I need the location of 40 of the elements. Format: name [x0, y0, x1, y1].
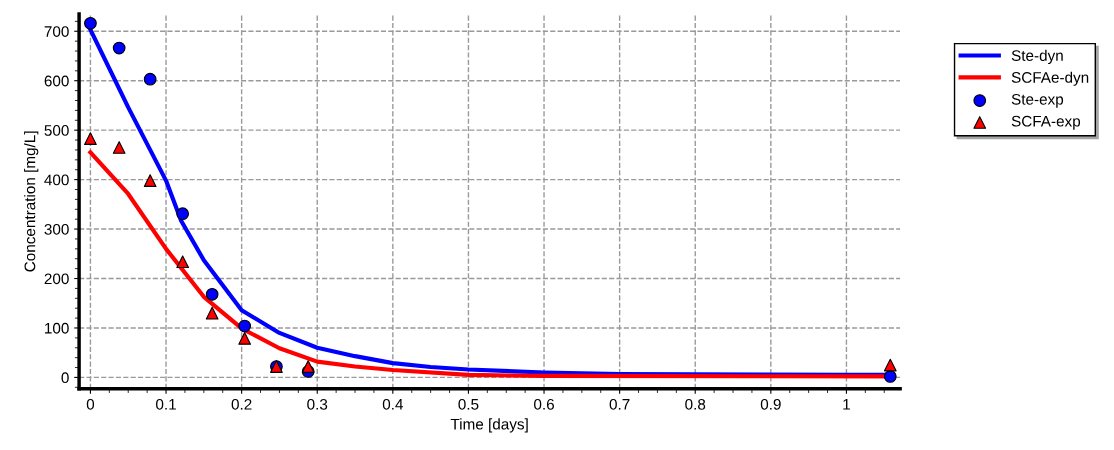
point	[883, 370, 897, 383]
y-tick-label: 700	[44, 26, 69, 37]
y-tick-label: 0	[61, 372, 69, 384]
x-tick-label: 0.5	[458, 398, 479, 410]
point	[112, 41, 126, 55]
x-tick-label: 0.9	[760, 398, 781, 410]
point	[84, 16, 97, 30]
y-tick-label: 400	[44, 174, 69, 186]
point	[176, 255, 190, 269]
x-tick-label: 0.6	[534, 398, 554, 410]
y-tick-label: 200	[44, 273, 69, 285]
point	[176, 207, 190, 221]
y-tick-label: 300	[44, 223, 69, 235]
point	[112, 141, 126, 154]
x-tick-label: 0.8	[685, 398, 706, 410]
point	[84, 132, 97, 145]
x-axis-title: Time [days]	[450, 418, 528, 433]
point	[238, 319, 252, 333]
x-tick-label: 1	[843, 399, 850, 410]
y-tick-label: 500	[44, 125, 69, 136]
y-axis-title: Concentration [mg/L]	[24, 131, 39, 272]
point	[238, 331, 252, 345]
x-tick-label: 0	[86, 398, 95, 410]
x-tick-label: 0.7	[609, 398, 630, 410]
x-tick-label: 0.3	[307, 398, 328, 410]
y-tick-label: 100	[45, 322, 69, 334]
point	[143, 72, 157, 86]
x-tick-label: 0.1	[156, 398, 176, 410]
point	[301, 360, 315, 373]
x-tick-label: 0.2	[231, 398, 252, 410]
legend-label: Ste-exp	[1011, 93, 1064, 108]
point	[143, 174, 157, 187]
x-tick-label: 0.4	[382, 398, 404, 410]
point	[205, 287, 219, 301]
legend-label: SCFAe-dyn	[1011, 71, 1089, 86]
legend-label: Ste-dyn	[1011, 49, 1063, 64]
y-tick-label: 600	[44, 75, 69, 87]
point	[883, 358, 897, 372]
point	[205, 306, 219, 320]
legend-label: SCFA-exp	[1011, 115, 1081, 130]
